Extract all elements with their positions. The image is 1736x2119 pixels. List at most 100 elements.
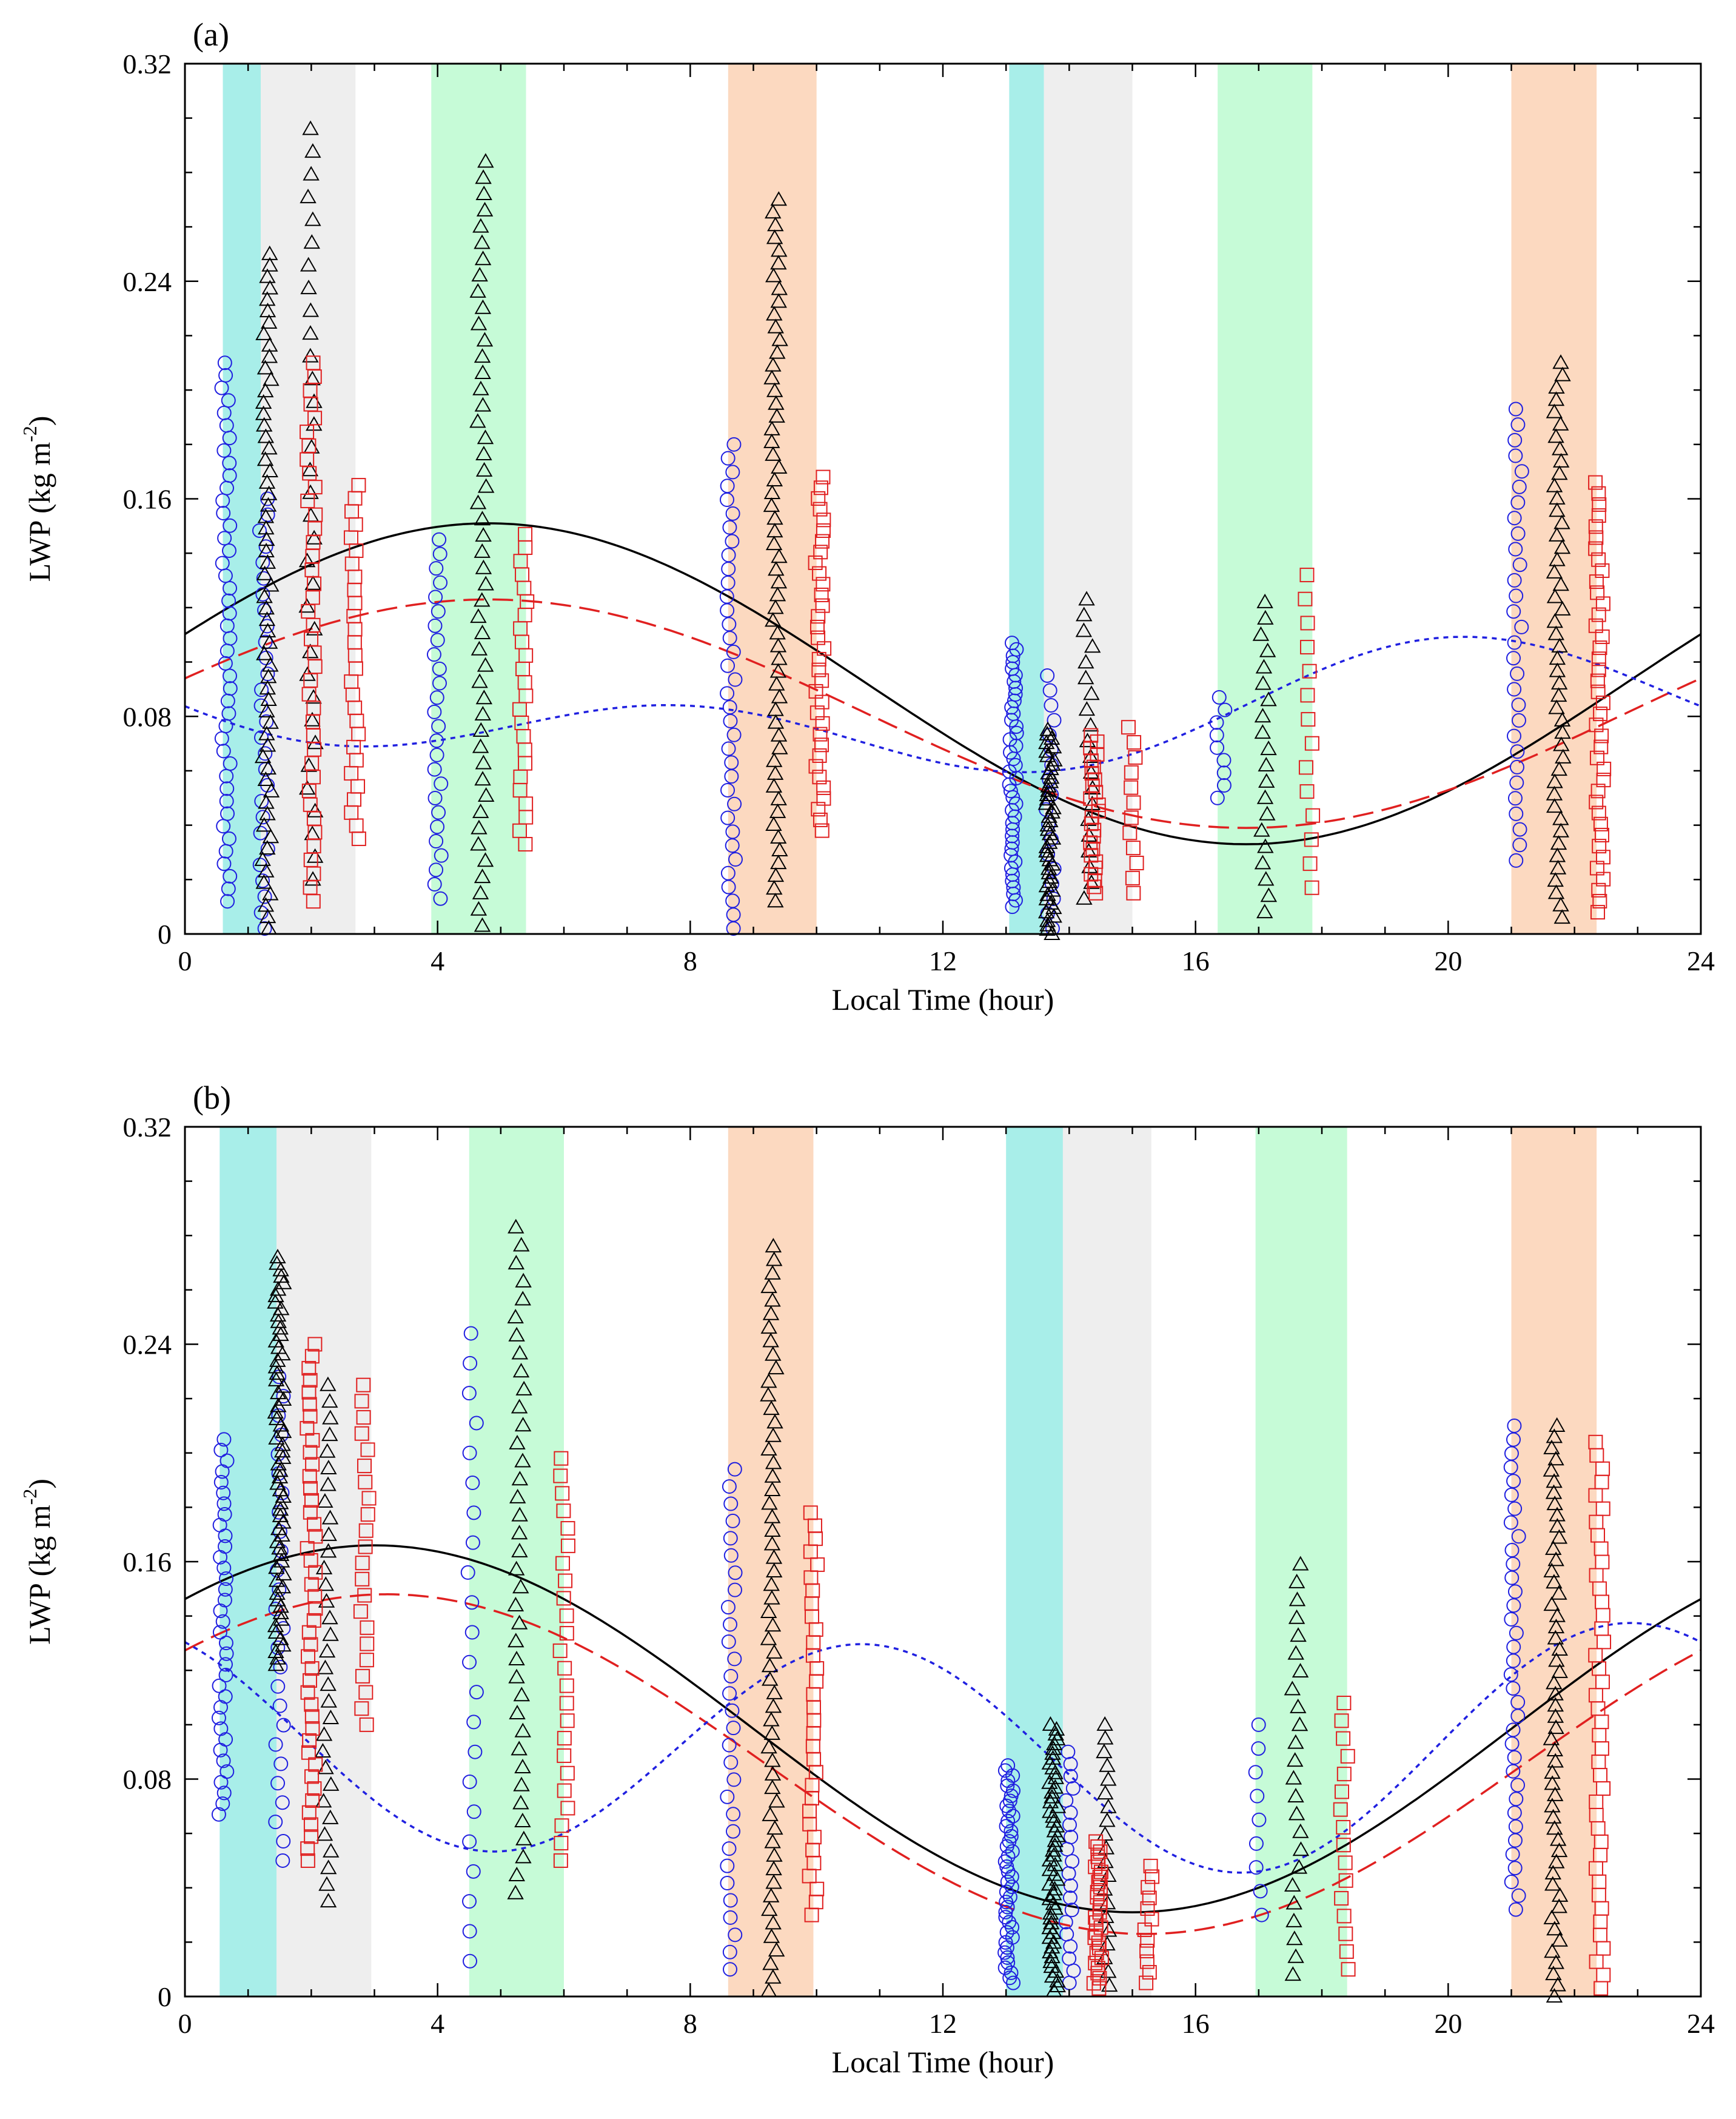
square-point [815,716,830,731]
circle-point [722,1479,737,1494]
triangle-point [763,420,780,435]
triangle-point [511,1399,528,1414]
triangle-point [771,548,788,563]
circle-point [1005,1930,1020,1945]
triangle-point [474,299,492,314]
circle-point [211,1710,226,1725]
triangle-point [1547,1954,1564,1969]
circle-point [220,781,235,796]
y-axis-title-close: ) [22,1479,56,1489]
square-point [300,1421,315,1436]
circle-point [1508,1902,1523,1917]
circle-point [1507,432,1523,448]
triangle-point [258,531,275,546]
circle-point [726,437,742,452]
circle-point [723,1496,739,1511]
triangle-point [1258,773,1275,788]
circle-point [465,1535,480,1550]
circle-point [431,719,446,734]
triangle-point [763,1576,780,1591]
square-point [1090,1839,1105,1854]
triangle-point [769,663,787,678]
circle-point [725,824,740,839]
triangle-point [1096,1730,1114,1745]
circle-point [255,586,270,602]
triangle-point [515,1849,532,1864]
triangle-point [305,689,322,704]
triangle-point [508,1326,525,1342]
triangle-point [1549,650,1566,665]
triangle-point [1041,873,1058,888]
circle-point [223,756,238,771]
triangle-point [258,702,275,717]
square-point [359,1653,374,1668]
circle-point [466,1864,481,1879]
triangle-point [1288,1805,1305,1821]
square-point [809,705,825,720]
triangle-point [1039,791,1056,806]
circle-point [1510,417,1526,432]
circle-point [722,1841,737,1856]
triangle-point [512,1795,529,1810]
triangle-point [1550,1898,1567,1913]
square-point [1592,497,1607,512]
square-point [1589,794,1604,810]
triangle-point [302,348,319,363]
circle-point [1002,1793,1017,1808]
circle-point [1061,1744,1076,1759]
triangle-point [1039,747,1056,762]
circle-point [726,644,741,659]
circle-point [1512,822,1527,837]
circle-point [268,1815,283,1830]
circle-point [219,1646,234,1661]
triangle-point [1047,1779,1064,1794]
circle-point [432,676,447,691]
triangle-point [1097,1785,1114,1800]
square-point [1338,1855,1353,1870]
highlight-band-3 [431,64,526,934]
triangle-point [1076,606,1093,622]
triangle-point [472,884,489,899]
triangle-point [263,371,280,386]
x-tick-label: 0 [178,2008,192,2039]
triangle-point [514,1722,531,1738]
triangle-point [302,302,320,317]
square-point [354,1701,369,1716]
triangle-point [1096,1716,1113,1731]
triangle-point [1552,576,1569,591]
square-point [1145,1869,1160,1884]
fit-curve-short-dash [184,1622,1701,1874]
triangle-point [259,908,276,924]
circle-point [723,1548,739,1563]
triangle-point [257,383,274,398]
square-point [1591,486,1606,501]
circle-point [1506,651,1521,666]
triangle-point [1045,908,1062,923]
square-point [1592,640,1607,656]
triangle-point [1043,730,1061,745]
triangle-point [1259,642,1276,657]
circle-point [218,1582,233,1597]
circle-point [1000,1955,1016,1970]
triangle-point [766,1847,783,1862]
circle-point [726,1772,742,1787]
square-point [361,1491,377,1506]
square-point [1341,1962,1356,1977]
triangle-point [1045,1847,1062,1862]
square-point [304,1709,320,1724]
triangle-point [768,1942,785,1957]
triangle-point [767,867,785,882]
circle-point [219,793,234,808]
circle-point [462,1894,477,1909]
triangle-point [1285,1895,1302,1910]
triangle-point [770,855,787,870]
square-point [1127,735,1142,750]
triangle-point [765,1915,782,1930]
square-point [306,355,321,371]
triangle-point [512,1579,529,1594]
triangle-point [477,478,495,493]
circle-point [723,1617,738,1632]
triangle-point [764,1752,781,1767]
triangle-point [514,1417,532,1432]
